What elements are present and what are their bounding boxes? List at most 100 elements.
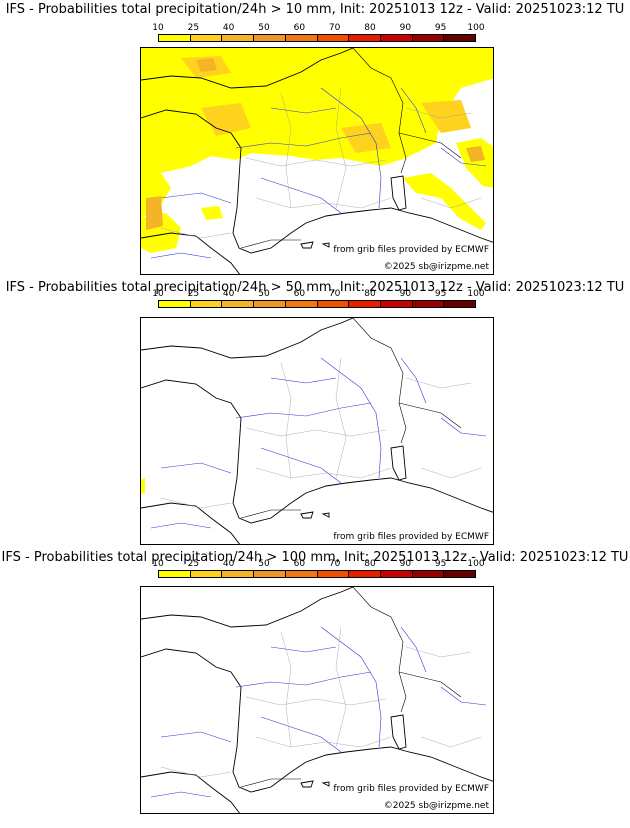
colorbar-tick-label: 100 bbox=[467, 559, 485, 569]
colorbar-tick-label: 100 bbox=[467, 23, 485, 33]
colorbar-tick-label: 60 bbox=[293, 289, 306, 299]
colorbar-swatch bbox=[190, 571, 223, 577]
colorbar: 10 25 40 50 60 70 80 90 95 100 bbox=[152, 559, 485, 578]
colorbar-tick-label: 40 bbox=[222, 559, 235, 569]
colorbar-tick-label: 95 bbox=[434, 23, 447, 33]
colorbar-swatch bbox=[380, 301, 413, 307]
rivers bbox=[150, 357, 487, 529]
coastlines bbox=[141, 318, 493, 544]
colorbar-tick-label: 70 bbox=[328, 559, 341, 569]
colorbar-swatch bbox=[349, 35, 381, 41]
colorbar-tick-label: 25 bbox=[187, 559, 200, 569]
colorbar-swatch bbox=[317, 35, 350, 41]
map-canvas bbox=[141, 48, 493, 274]
colorbar-swatch bbox=[222, 35, 255, 41]
colorbar-swatch bbox=[444, 301, 476, 307]
colorbar-swatch bbox=[222, 301, 255, 307]
colorbar: 10 25 40 50 60 70 80 90 95 100 bbox=[152, 289, 485, 308]
copyright-credit: ©2025 sb@irizpme.net bbox=[383, 262, 489, 272]
precip-map-50mm: from grib files provided by ECMWF bbox=[140, 317, 494, 545]
colorbar-swatch bbox=[380, 35, 413, 41]
map-panel-2: IFS - Probabilities total precipitation/… bbox=[0, 278, 630, 548]
colorbar-tick-label: 90 bbox=[399, 559, 412, 569]
colorbar-tick-label: 70 bbox=[328, 23, 341, 33]
admin-boundaries bbox=[160, 357, 482, 509]
coastlines bbox=[141, 48, 493, 274]
colorbar-tick-label: 40 bbox=[222, 289, 235, 299]
colorbar-swatch bbox=[285, 35, 318, 41]
colorbar-swatch bbox=[159, 571, 191, 577]
rivers bbox=[150, 626, 487, 798]
admin-boundaries bbox=[160, 87, 482, 239]
copyright-credit: ©2025 sb@irizpme.net bbox=[383, 801, 489, 811]
colorbar-swatch bbox=[317, 301, 350, 307]
colorbar-swatch bbox=[412, 35, 445, 41]
colorbar-tick-label: 40 bbox=[222, 23, 235, 33]
panel-title: IFS - Probabilities total precipitation/… bbox=[1, 550, 629, 565]
precip-map-10mm: from grib files provided by ECMWF ©2025 … bbox=[140, 47, 494, 275]
colorbar-swatch bbox=[444, 571, 476, 577]
map-panel-3: IFS - Probabilities total precipitation/… bbox=[0, 548, 630, 818]
country-borders bbox=[240, 587, 462, 788]
map-panel-1: IFS - Probabilities total precipitation/… bbox=[0, 0, 630, 275]
colorbar-tick-label: 10 bbox=[152, 23, 164, 33]
colorbar-swatches bbox=[158, 300, 476, 308]
precip-map-100mm: from grib files provided by ECMWF ©2025 … bbox=[140, 586, 494, 814]
source-credit: from grib files provided by ECMWF bbox=[333, 532, 489, 542]
colorbar-tick-label: 60 bbox=[293, 559, 306, 569]
colorbar-tick-label: 100 bbox=[467, 289, 485, 299]
colorbar-tick-label: 90 bbox=[399, 23, 412, 33]
colorbar-swatch bbox=[222, 571, 255, 577]
colorbar-swatch bbox=[254, 35, 286, 41]
colorbar-tick-label: 25 bbox=[187, 23, 200, 33]
colorbar-tick-label: 10 bbox=[152, 289, 164, 299]
map-canvas bbox=[141, 587, 493, 813]
colorbar-swatch bbox=[285, 571, 318, 577]
colorbar-tick-labels: 10 25 40 50 60 70 80 90 95 100 bbox=[152, 289, 484, 299]
colorbar-swatch bbox=[317, 571, 350, 577]
colorbar-swatch bbox=[254, 571, 286, 577]
colorbar-swatch bbox=[412, 301, 445, 307]
colorbar-tick-label: 95 bbox=[434, 559, 447, 569]
colorbar-swatch bbox=[190, 35, 223, 41]
colorbar-tick-labels: 10 25 40 50 60 70 80 90 95 100 bbox=[152, 559, 484, 569]
colorbar-swatch bbox=[285, 301, 318, 307]
coastlines bbox=[141, 587, 493, 813]
country-borders bbox=[240, 48, 462, 249]
colorbar-tick-label: 80 bbox=[364, 289, 376, 299]
colorbar-tick-label: 80 bbox=[364, 559, 376, 569]
map-canvas bbox=[141, 318, 493, 544]
colorbar-swatch bbox=[380, 571, 413, 577]
colorbar-swatch bbox=[412, 571, 445, 577]
colorbar-swatch bbox=[159, 35, 191, 41]
colorbar-tick-label: 25 bbox=[187, 289, 200, 299]
colorbar-swatch bbox=[190, 301, 223, 307]
probability-shading bbox=[141, 48, 493, 253]
panel-title: IFS - Probabilities total precipitation/… bbox=[5, 280, 625, 295]
colorbar: 10 25 40 50 60 70 80 90 95 100 bbox=[152, 23, 485, 42]
colorbar-tick-label: 90 bbox=[399, 289, 412, 299]
colorbar-tick-label: 50 bbox=[258, 23, 270, 33]
rivers bbox=[150, 87, 487, 259]
colorbar-swatch bbox=[254, 301, 286, 307]
panel-title: IFS - Probabilities total precipitation/… bbox=[5, 2, 625, 17]
probability-shading bbox=[141, 478, 145, 494]
colorbar-tick-labels: 10 25 40 50 60 70 80 90 95 100 bbox=[152, 23, 484, 33]
colorbar-swatches bbox=[158, 34, 476, 42]
colorbar-tick-label: 70 bbox=[328, 289, 341, 299]
source-credit: from grib files provided by ECMWF bbox=[333, 784, 489, 794]
colorbar-swatch bbox=[444, 35, 476, 41]
colorbar-swatch bbox=[349, 571, 381, 577]
colorbar-tick-label: 10 bbox=[152, 559, 164, 569]
colorbar-swatch bbox=[159, 301, 191, 307]
admin-boundaries bbox=[160, 626, 482, 778]
colorbar-swatches bbox=[158, 570, 476, 578]
colorbar-tick-label: 60 bbox=[293, 23, 306, 33]
colorbar-tick-label: 50 bbox=[258, 289, 270, 299]
colorbar-tick-label: 95 bbox=[434, 289, 447, 299]
colorbar-swatch bbox=[349, 301, 381, 307]
source-credit: from grib files provided by ECMWF bbox=[333, 245, 489, 255]
country-borders bbox=[240, 318, 462, 519]
colorbar-tick-label: 50 bbox=[258, 559, 270, 569]
colorbar-tick-label: 80 bbox=[364, 23, 376, 33]
